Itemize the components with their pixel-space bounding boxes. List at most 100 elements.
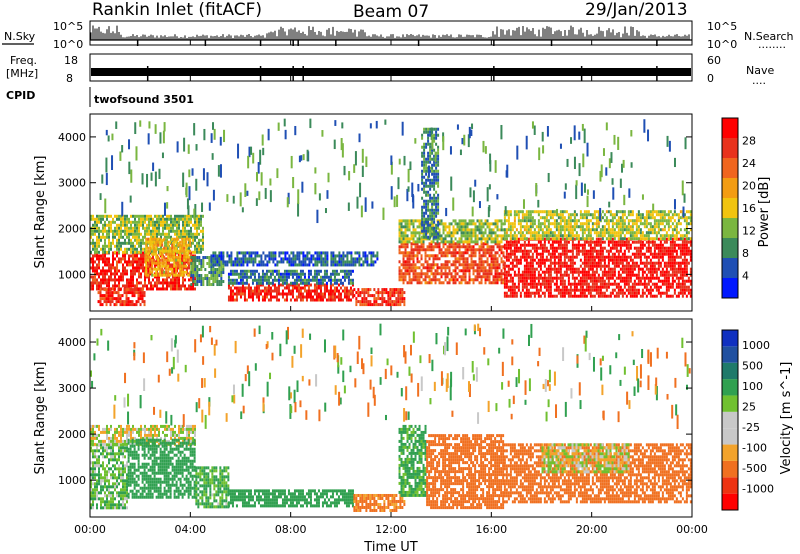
heat-cell <box>472 219 475 223</box>
heat-cell <box>444 222 447 226</box>
heat-cell <box>218 260 221 264</box>
heat-cell <box>196 283 199 287</box>
heat-cell <box>523 285 526 289</box>
heat-cell <box>156 275 158 279</box>
heat-cell <box>429 145 432 149</box>
heat-cell <box>325 286 328 290</box>
heat-cell <box>402 219 405 223</box>
heat-cell <box>178 223 180 227</box>
heat-cell <box>436 278 439 282</box>
heat-cell <box>435 223 438 227</box>
heat-cell <box>100 278 102 282</box>
heat-cell <box>351 292 354 296</box>
heat-cell <box>605 249 608 253</box>
heat-cell <box>150 217 152 221</box>
heat-cell <box>641 261 644 265</box>
heat-cell <box>118 269 120 273</box>
heat-cell <box>401 300 404 304</box>
heat-cell <box>476 242 479 246</box>
heat-cell <box>448 228 451 232</box>
heat-cell <box>545 279 548 283</box>
heat-cell <box>611 267 614 271</box>
heat-cell <box>314 251 317 255</box>
heat-cell <box>513 270 516 274</box>
heat-cell <box>283 292 286 296</box>
heat-cell <box>96 284 98 288</box>
heat-cell <box>595 276 598 280</box>
heat-cell <box>440 272 443 276</box>
heat-cell <box>337 278 340 282</box>
heat-cell <box>96 226 98 230</box>
heat-cell <box>302 257 305 261</box>
heat-cell <box>269 298 272 302</box>
heat-cell <box>182 232 184 236</box>
heat-cell <box>404 242 407 246</box>
heat-cell <box>281 292 284 296</box>
heat-cell <box>543 246 546 250</box>
heat-cell <box>593 240 596 244</box>
heat-cell <box>583 264 586 268</box>
heat-cell <box>150 235 152 239</box>
heat-cell <box>142 226 144 230</box>
heat-cell <box>507 240 510 244</box>
heat-cell <box>523 270 526 274</box>
heat-cell <box>460 240 463 244</box>
heat-cell <box>331 269 334 273</box>
heat-cell <box>593 276 596 280</box>
heat-cell <box>154 214 156 218</box>
heat-cell <box>136 254 138 258</box>
heat-cell <box>323 283 326 287</box>
heat-cell <box>543 279 546 283</box>
heat-cell <box>581 288 584 292</box>
heat-cell <box>177 237 180 241</box>
heat-cell <box>182 223 184 227</box>
heat-cell <box>120 226 122 230</box>
heat-cell <box>189 243 192 247</box>
heat-cell <box>456 240 459 244</box>
heat-cell <box>425 229 428 233</box>
heat-cell <box>458 254 461 258</box>
heat-cell <box>194 232 196 236</box>
heat-cell <box>365 297 368 301</box>
heat-cell <box>561 261 564 265</box>
heat-cell <box>330 260 333 264</box>
heat-cell <box>500 248 503 252</box>
heat-cell <box>389 291 392 295</box>
heat-cell <box>427 133 430 137</box>
heat-cell <box>629 267 632 271</box>
heat-cell <box>140 247 142 251</box>
heat-cell <box>350 263 353 267</box>
heat-cell <box>154 220 156 224</box>
heat-cell <box>342 257 345 261</box>
heat-cell <box>148 226 150 230</box>
heat-cell <box>486 278 489 282</box>
heat-cell <box>627 255 630 259</box>
heat-cell <box>126 284 128 288</box>
heat-cell <box>99 300 102 304</box>
heat-cell <box>428 263 431 267</box>
heat-cell <box>625 240 628 244</box>
heat-cell <box>492 281 495 285</box>
heat-cell <box>331 295 334 299</box>
heat-cell <box>134 257 136 261</box>
heat-cell <box>188 232 190 236</box>
heat-cell <box>290 257 293 261</box>
heat-cell <box>216 274 219 278</box>
heat-cell <box>631 270 634 274</box>
heat-cell <box>151 273 154 277</box>
heat-cell <box>181 243 184 247</box>
heat-cell <box>377 297 380 301</box>
heat-cell <box>347 281 350 285</box>
heat-cell <box>585 285 588 289</box>
heat-cell <box>227 298 230 302</box>
heat-cell <box>137 300 140 304</box>
heat-cell <box>425 166 428 170</box>
heat-cell <box>278 260 281 264</box>
heat-cell <box>418 272 421 276</box>
heat-cell <box>303 295 306 299</box>
heat-cell <box>567 276 570 280</box>
heat-cell <box>635 276 638 280</box>
heat-cell <box>90 284 92 288</box>
heat-cell <box>300 260 303 264</box>
heat-cell <box>547 264 550 268</box>
